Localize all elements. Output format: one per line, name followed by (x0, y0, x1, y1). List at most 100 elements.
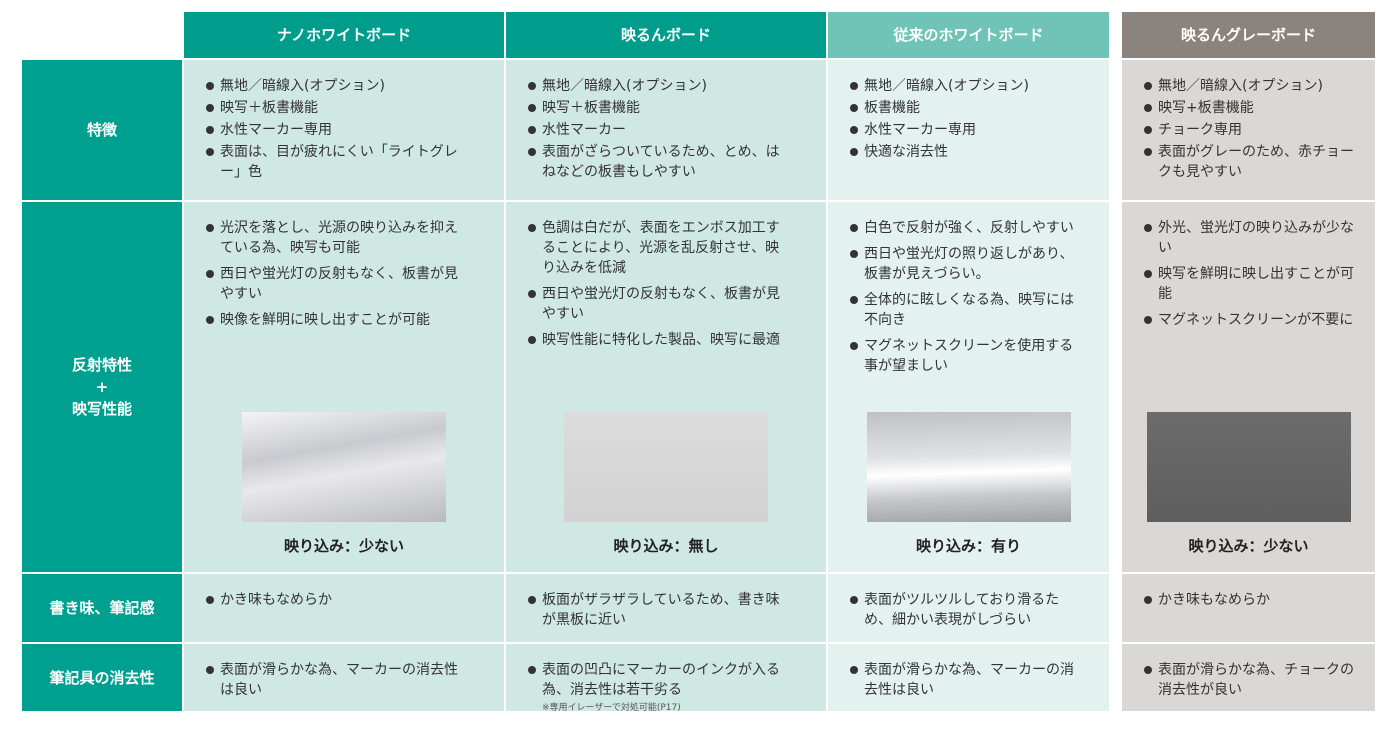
row-label-line: 反射特性 (71, 356, 132, 374)
surface-sample (242, 412, 446, 522)
bullet (850, 126, 858, 134)
cell: 表面の凹凸にマーカーのインクが入る為、消去性は若干劣る ※専用イレーザーで対処可能… (506, 644, 826, 713)
bullet (206, 596, 214, 604)
item-text: 表面がツルツルしており滑るため、細かい表現がしづらい (864, 592, 1060, 628)
item-text: 外光、蛍光灯の映り込みが少ない (1158, 220, 1354, 256)
bullet (1144, 126, 1152, 134)
item-text: かき味もなめらか (220, 592, 332, 608)
item-text: 無地／暗線入(オプション) (542, 78, 707, 94)
item-text: 映写＋板書機能 (542, 100, 640, 116)
row-label: 反射特性 + 映写性能 (22, 202, 182, 572)
bullet-item: 表面が滑らかな為、マーカーの消去性は良い (850, 660, 1075, 700)
row-label-line: 映写性能 (71, 400, 132, 418)
bullet-item: 表面が滑らかな為、チョークの消去性が良い (1144, 660, 1361, 700)
item-text: 表面がざらついているため、とめ、はねなどの板書もしやすい (542, 144, 780, 180)
bullet-item: 無地／暗線入(オプション) (528, 76, 792, 96)
bullet-item: 無地／暗線入(オプション) (850, 76, 1075, 96)
bullet (206, 316, 214, 324)
item-text: 西日や蛍光灯の反射もなく、板書が見やすい (542, 286, 780, 322)
bullet (206, 82, 214, 90)
row-label-line: 筆記具の消去性 (49, 668, 155, 687)
bullet-item: 映写を鮮明に映し出すことが可能 (1144, 264, 1361, 304)
row-label: 特徴 (22, 60, 182, 200)
bullet-item: 無地／暗線入(オプション) (206, 76, 470, 96)
bullet-item: 全体的に眩しくなる為、映写には不向き (850, 290, 1075, 330)
bullet-item: 映写+板書機能 (1144, 98, 1361, 118)
item-text: 無地／暗線入(オプション) (864, 78, 1029, 94)
bullet-item: 水性マーカー (528, 120, 792, 140)
item-text: 水性マーカー (542, 122, 626, 138)
bullet (528, 290, 536, 298)
surface-sample (564, 412, 768, 522)
cell: 板面がザラザラしているため、書き味が黒板に近い (506, 574, 826, 642)
bullet (1144, 82, 1152, 90)
item-text: チョーク専用 (1158, 122, 1242, 138)
item-text: 表面が滑らかな為、マーカーの消去性は良い (220, 662, 458, 698)
row-label: 筆記具の消去性 (22, 644, 182, 711)
bullet (206, 666, 214, 674)
item-text: 水性マーカー専用 (864, 122, 976, 138)
bullet (528, 148, 536, 156)
item-text: 表面が滑らかな為、チョークの消去性が良い (1158, 662, 1354, 698)
bullet-item: 板書機能 (850, 98, 1075, 118)
bullet (850, 148, 858, 156)
bullet-item: 表面がツルツルしており滑るため、細かい表現がしづらい (850, 590, 1075, 630)
bullet (850, 104, 858, 112)
cell: 表面が滑らかな為、マーカーの消去性は良い (828, 644, 1109, 711)
bullet-item: 色調は白だが、表面をエンボス加工することにより、光源を乱反射させ、映り込みを低減 (528, 218, 792, 278)
bullet-item: 外光、蛍光灯の映り込みが少ない (1144, 218, 1361, 258)
note: ※専用イレーザーで対処可能(P17) (542, 703, 681, 713)
cell: 無地／暗線入(オプション) 映写+板書機能チョーク専用表面がグレーのため、赤チョー… (1122, 60, 1375, 200)
bullet (1144, 224, 1152, 232)
row-label-line: 書き味、筆記感 (49, 599, 155, 617)
bullet-item: 快適な消去性 (850, 142, 1075, 162)
bullet (206, 148, 214, 156)
bullet (850, 342, 858, 350)
item-text: 映写性能に特化した製品、映写に最適 (542, 332, 780, 348)
cell: 外光、蛍光灯の映り込みが少ない映写を鮮明に映し出すことが可能マグネットスクリーン… (1122, 202, 1375, 572)
bullet-item: 表面の凹凸にマーカーのインクが入る為、消去性は若干劣る (528, 660, 792, 700)
cell: 色調は白だが、表面をエンボス加工することにより、光源を乱反射させ、映り込みを低減… (506, 202, 826, 572)
bullet-item: かき味もなめらか (1144, 590, 1361, 610)
item-text: 全体的に眩しくなる為、映写には不向き (864, 292, 1074, 328)
bullet-item: 表面がざらついているため、とめ、はねなどの板書もしやすい (528, 142, 792, 182)
bullet-item: 表面がグレーのため、赤チョークも見やすい (1144, 142, 1361, 182)
bullet (528, 126, 536, 134)
caption: 映り込み：少ない (283, 537, 404, 555)
bullet (528, 82, 536, 90)
item-text: 快適な消去性 (864, 144, 948, 160)
bullet (528, 666, 536, 674)
item-text: 映写＋板書機能 (220, 100, 318, 116)
row-label-line: + (95, 378, 109, 396)
cell: かき味もなめらか (184, 574, 504, 642)
cell: 白色で反射が強く、反射しやすい 西日や蛍光灯の照り返しがあり、板書が見えづらい。全… (828, 202, 1109, 572)
item-text: 表面は、目が疲れにくい「ライトグレー」色 (220, 144, 458, 180)
bullet (850, 250, 858, 258)
caption: 映り込み：無し (613, 537, 719, 555)
item-text: 表面の凹凸にマーカーのインクが入る為、消去性は若干劣る (542, 662, 780, 698)
bullet-item: 表面が滑らかな為、マーカーの消去性は良い (206, 660, 470, 700)
bullet (850, 224, 858, 232)
item-text: 無地／暗線入(オプション) (220, 78, 385, 94)
cell: 表面がツルツルしており滑るため、細かい表現がしづらい (828, 574, 1109, 642)
row-label: 書き味、筆記感 (22, 574, 182, 642)
bullet-item: 映写＋板書機能 (528, 98, 792, 118)
bullet-item: 板面がザラザラしているため、書き味が黒板に近い (528, 590, 792, 630)
caption: 映り込み：有り (915, 537, 1021, 555)
bullet-item: 映写＋板書機能 (206, 98, 470, 118)
bullet-item: 西日や蛍光灯の反射もなく、板書が見やすい (528, 284, 792, 324)
bullet (850, 596, 858, 604)
bullet (528, 104, 536, 112)
cell: 表面が滑らかな為、マーカーの消去性は良い (184, 644, 504, 711)
cell: 無地／暗線入(オプション) 板書機能水性マーカー専用 快適な消去性 (828, 60, 1109, 200)
cell: 光沢を落とし、光源の映り込みを抑えている為、映写も可能西日や蛍光灯の反射もなく、… (184, 202, 504, 572)
bullet-item: 無地／暗線入(オプション) (1144, 76, 1361, 96)
bullet-item: 西日や蛍光灯の反射もなく、板書が見やすい (206, 264, 470, 304)
bullet-item: 映写性能に特化した製品、映写に最適 (528, 330, 792, 350)
item-text: 板書機能 (864, 100, 920, 116)
bullet-item: 水性マーカー専用 (850, 120, 1075, 140)
item-text: 光沢を落とし、光源の映り込みを抑えている為、映写も可能 (220, 220, 458, 256)
comparison-table: ナノホワイトボード 映るんボード 従来のホワイトボード 映るんグレーボード 特徴 無地／暗… (22, 12, 1375, 713)
column-header: ナノホワイトボード (184, 12, 504, 58)
item-text: マグネットスクリーンが不要に (1158, 312, 1354, 328)
